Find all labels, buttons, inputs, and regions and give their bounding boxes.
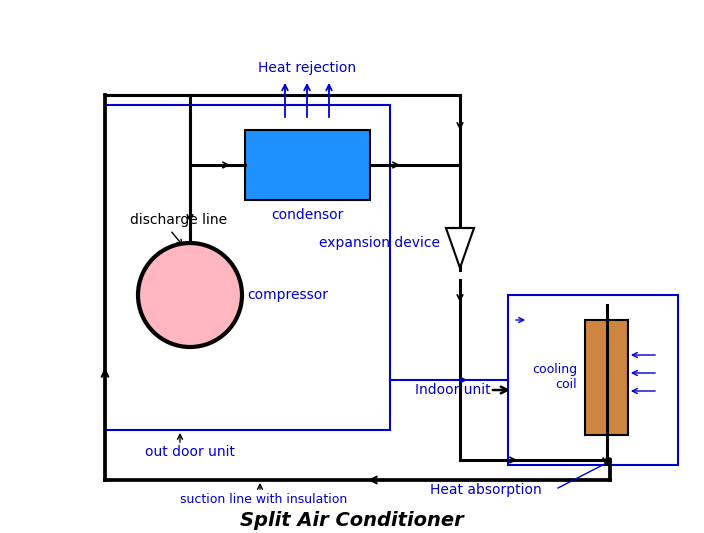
Text: condensor: condensor	[271, 208, 344, 222]
Bar	[245, 130, 370, 200]
Bar	[585, 320, 628, 435]
Text: cooling
coil: cooling coil	[532, 364, 577, 392]
Text: expansion device: expansion device	[319, 236, 440, 250]
Text: Split Air Conditioner: Split Air Conditioner	[240, 511, 464, 529]
Text: suction line with insulation: suction line with insulation	[180, 493, 347, 506]
Bar	[508, 295, 678, 465]
Text: compressor: compressor	[247, 288, 328, 302]
Text: Indoor unit: Indoor unit	[415, 383, 491, 397]
Text: Heat rejection: Heat rejection	[258, 61, 356, 75]
Polygon shape	[446, 228, 474, 268]
Circle shape	[138, 243, 242, 347]
Bar	[105, 105, 390, 430]
Text: out door unit: out door unit	[145, 445, 235, 459]
Text: Heat absorption: Heat absorption	[430, 483, 542, 497]
Text: discharge line: discharge line	[130, 213, 227, 227]
